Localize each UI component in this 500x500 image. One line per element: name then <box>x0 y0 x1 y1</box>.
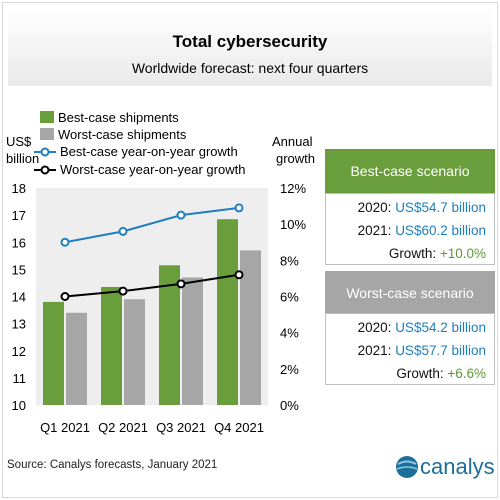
best-growth-point <box>234 203 244 213</box>
x-tick-label: Q2 2021 <box>98 420 148 435</box>
y2-axis-title-line2: growth <box>276 151 315 166</box>
best-2020-row: 2020: US$54.7 billion <box>326 196 486 219</box>
y2-tick-label: 12% <box>280 181 306 196</box>
y-tick-label: 10 <box>12 398 26 413</box>
worst-case-bar <box>240 250 261 405</box>
x-tick-label: Q3 2021 <box>156 420 206 435</box>
worst-2021-label: 2021: <box>357 343 396 358</box>
best-2020-label: 2020: <box>357 200 396 215</box>
y-axis-title-line1: US$ <box>6 134 32 149</box>
chart-subtitle: Worldwide forecast: next four quarters <box>131 60 369 76</box>
canalys-globe-icon <box>396 456 418 478</box>
worst-growth-value: +6.6% <box>447 366 486 381</box>
y-tick-label: 15 <box>12 262 26 277</box>
worst-growth-point <box>234 270 244 280</box>
worst-2020-label: 2020: <box>357 320 396 335</box>
legend-marker-worst-line <box>40 165 50 175</box>
y2-tick-label: 8% <box>280 253 299 268</box>
worst-case-bar <box>182 277 203 405</box>
source-note: Source: Canalys forecasts, January 2021 <box>7 459 218 471</box>
best-case-panel-title-text: Best-case scenario <box>350 163 470 179</box>
best-case-panel: 2020: US$54.7 billion 2021: US$60.2 bill… <box>325 193 495 265</box>
legend-swatch-best-bar <box>40 111 54 123</box>
y-tick-label: 14 <box>12 290 26 305</box>
x-tick-label: Q4 2021 <box>214 420 264 435</box>
best-2020-value: US$54.7 billion <box>395 200 486 215</box>
chart-title: Total cybersecurity <box>172 32 328 51</box>
y2-tick-label: 0% <box>280 398 299 413</box>
best-2021-row: 2021: US$60.2 billion <box>326 219 486 242</box>
worst-growth-label: Growth: <box>396 366 448 381</box>
best-growth-row: Growth: +10.0% <box>326 242 486 265</box>
y-axis-title-line2: billion <box>6 151 39 166</box>
worst-case-panel-title-text: Worst-case scenario <box>346 285 474 301</box>
worst-2020-value: US$54.2 billion <box>395 320 486 335</box>
best-growth-point <box>60 237 70 247</box>
legend-label: Worst-case year-on-year growth <box>60 162 245 177</box>
best-case-bar <box>101 287 122 405</box>
legend-label: Best-case year-on-year growth <box>60 144 238 159</box>
worst-growth-row: Growth: +6.6% <box>326 362 486 385</box>
worst-case-bar <box>66 312 87 405</box>
best-growth-line <box>64 206 240 244</box>
worst-growth-line <box>64 273 240 298</box>
y-tick-label: 17 <box>12 208 26 223</box>
worst-growth-point <box>176 279 186 289</box>
y-tick-label: 16 <box>12 235 26 250</box>
worst-2021-row: 2021: US$57.7 billion <box>326 339 486 362</box>
best-case-panel-title: Best-case scenario <box>325 149 495 193</box>
worst-growth-point <box>60 292 70 301</box>
best-growth-value: +10.0% <box>439 246 486 261</box>
best-growth-label: Growth: <box>388 246 440 261</box>
worst-growth-point <box>118 286 128 296</box>
y-tick-label: 18 <box>12 181 26 196</box>
worst-2021-value: US$57.7 billion <box>395 343 486 358</box>
best-case-bar <box>159 265 180 405</box>
best-case-bar <box>43 301 64 405</box>
y-tick-label: 11 <box>13 371 27 386</box>
best-growth-point <box>176 210 186 220</box>
worst-case-bar <box>124 299 145 405</box>
best-growth-point <box>118 226 128 236</box>
y-tick-label: 13 <box>12 317 26 332</box>
y2-tick-label: 6% <box>280 290 299 305</box>
best-2021-label: 2021: <box>357 223 396 238</box>
legend-marker-best-line <box>40 147 50 157</box>
worst-case-panel: 2020: US$54.2 billion 2021: US$57.7 bill… <box>325 313 495 385</box>
header-band <box>8 8 492 86</box>
best-case-bar <box>217 219 238 405</box>
y2-tick-label: 10% <box>280 217 306 232</box>
legend-label: Worst-case shipments <box>58 127 187 142</box>
worst-2020-row: 2020: US$54.2 billion <box>326 316 486 339</box>
y2-tick-label: 4% <box>280 326 299 341</box>
best-2021-value: US$60.2 billion <box>395 223 486 238</box>
x-tick-label: Q1 2021 <box>40 420 90 435</box>
worst-case-panel-title: Worst-case scenario <box>325 271 495 315</box>
y2-tick-label: 2% <box>280 362 299 377</box>
y-tick-label: 12 <box>12 344 26 359</box>
canalys-logo: canalys <box>420 454 495 479</box>
legend-swatch-worst-bar <box>40 128 54 140</box>
legend-label: Best-case shipments <box>58 110 179 125</box>
y2-axis-title-line1: Annual <box>272 134 313 149</box>
